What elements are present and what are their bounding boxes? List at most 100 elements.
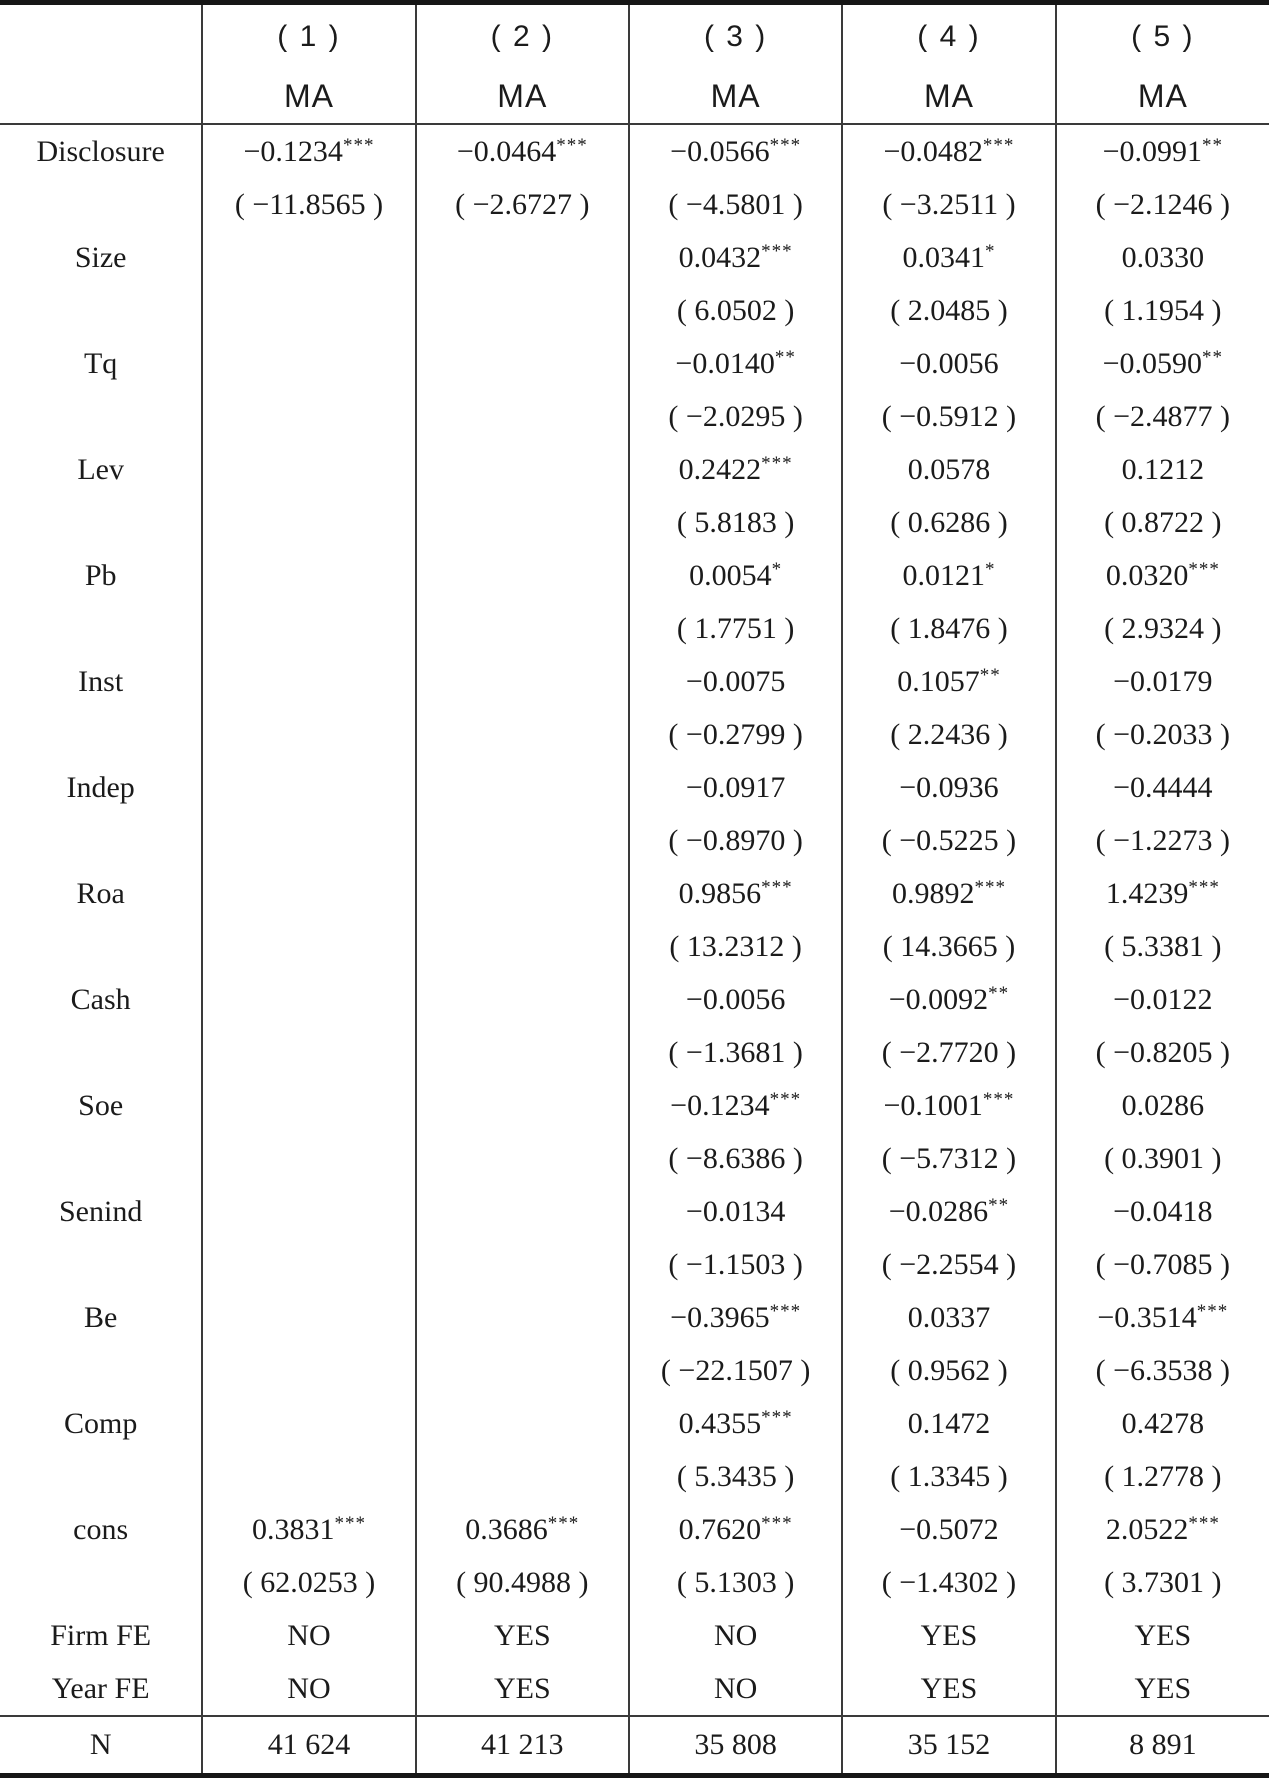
coefficient-cell: 0.4355*** [627, 1397, 843, 1450]
significance-stars: *** [982, 134, 1015, 156]
coefficient-cell [201, 231, 416, 284]
tstat-row: ( −22.1507 )( 0.9562 )( −6.3538 ) [0, 1344, 1269, 1397]
fixed-effects-value: NO [627, 1609, 843, 1662]
coefficient-cell [201, 443, 416, 496]
variable-label-spacer [0, 814, 202, 867]
tstat-cell: ( 6.0502 ) [627, 284, 843, 337]
coefficient-cell: 0.4278 [1054, 1397, 1269, 1450]
coefficient-cell: −0.0566*** [627, 124, 843, 178]
coefficient-cell: −0.0590** [1054, 337, 1269, 390]
coefficient-cell: 0.0286 [1054, 1079, 1269, 1132]
tstat-row: ( −8.6386 )( −5.7312 )( 0.3901 ) [0, 1132, 1269, 1185]
coefficient-cell [414, 867, 629, 920]
coefficient-cell: 0.7620*** [627, 1503, 843, 1556]
fixed-effects-row: Firm FE NO YES NO YES YES [0, 1609, 1269, 1662]
tstat-cell: ( 14.3665 ) [841, 920, 1056, 973]
significance-stars: ** [774, 346, 796, 368]
tstat-cell [201, 814, 416, 867]
dependent-variable-header: MA [201, 69, 416, 125]
coefficient-cell: 2.0522*** [1054, 1503, 1269, 1556]
table-header: ( 1 )( 2 )( 3 )( 4 )( 5 ) MA MA MA MA MA [0, 2, 1269, 125]
tstat-cell: ( −0.5912 ) [841, 390, 1056, 443]
tstat-cell: ( 62.0253 ) [201, 1556, 416, 1609]
tstat-row: ( −2.0295 )( −0.5912 )( −2.4877 ) [0, 390, 1269, 443]
significance-stars: * [984, 558, 996, 580]
coefficient-cell [201, 1185, 416, 1238]
coefficient-cell: −0.0418 [1054, 1185, 1269, 1238]
dependent-variable-header: MA [627, 69, 843, 125]
tstat-row: ( 5.3435 )( 1.3345 )( 1.2778 ) [0, 1450, 1269, 1503]
coefficient-cell [414, 761, 629, 814]
observations-value: 41 213 [414, 1715, 629, 1776]
fixed-effects-value: YES [841, 1609, 1056, 1662]
tstat-cell: ( −11.8565 ) [201, 178, 416, 231]
observations-row: N 41 624 41 213 35 808 35 152 8 891 [0, 1715, 1269, 1776]
tstat-cell: ( 1.2778 ) [1054, 1450, 1269, 1503]
tstat-cell: ( 5.3381 ) [1054, 920, 1269, 973]
tstat-cell [414, 1450, 629, 1503]
coefficient-row: Tq −0.0140** −0.0056 −0.0590** [0, 337, 1269, 390]
variable-label: Disclosure [36, 134, 165, 168]
tstat-cell: ( −1.2273 ) [1054, 814, 1269, 867]
coefficient-cell: −0.4444 [1054, 761, 1269, 814]
tstat-cell [201, 708, 416, 761]
tstat-row: ( −1.1503 )( −2.2554 )( −0.7085 ) [0, 1238, 1269, 1291]
significance-stars: *** [982, 1088, 1015, 1110]
variable-label: Senind [58, 1194, 143, 1228]
tstat-cell: ( 1.7751 ) [627, 602, 843, 655]
coefficient-cell [201, 549, 416, 602]
tstat-cell [414, 1026, 629, 1079]
observations-value: 41 624 [201, 1715, 416, 1776]
coefficient-cell: −0.1001*** [841, 1079, 1056, 1132]
coefficient-row: Disclosure −0.1234*** −0.0464*** −0.0566***… [0, 124, 1269, 178]
coefficient-cell: 0.3686*** [414, 1503, 629, 1556]
significance-stars: ** [1202, 346, 1224, 368]
significance-stars: *** [761, 1406, 793, 1428]
tstat-cell: ( 2.0485 ) [841, 284, 1056, 337]
significance-stars: *** [1188, 876, 1220, 898]
coefficient-cell: 0.0330 [1054, 231, 1269, 284]
significance-stars: *** [769, 1088, 802, 1110]
coefficient-cell [414, 1291, 629, 1344]
significance-stars: ** [1202, 134, 1224, 156]
tstat-cell [201, 1344, 416, 1397]
coefficient-cell [201, 655, 416, 708]
coefficient-cell [201, 867, 416, 920]
tstat-cell: ( −8.6386 ) [627, 1132, 843, 1185]
variable-label-spacer [0, 178, 202, 231]
tstat-cell [201, 496, 416, 549]
dependent-variable-header: MA [1054, 69, 1269, 125]
significance-stars: ** [988, 1194, 1010, 1216]
coefficient-cell: −0.0991** [1054, 124, 1269, 178]
tstat-cell: ( −4.5801 ) [627, 178, 843, 231]
tstat-cell: ( −3.2511 ) [841, 178, 1056, 231]
tstat-cell: ( −1.1503 ) [627, 1238, 843, 1291]
coefficient-cell: −0.0286** [841, 1185, 1056, 1238]
header-row-dependent-variable: MA MA MA MA MA [0, 69, 1269, 125]
coefficient-cell [414, 549, 629, 602]
tstat-cell [201, 602, 416, 655]
tstat-cell [414, 920, 629, 973]
variable-label: Roa [76, 876, 125, 910]
coefficient-row: Cash −0.0056 −0.0092** −0.0122 [0, 973, 1269, 1026]
coefficient-row: Indep −0.0917 −0.0936 −0.4444 [0, 761, 1269, 814]
coefficient-cell: −0.0056 [841, 337, 1056, 390]
significance-stars: *** [547, 1512, 580, 1534]
tstat-cell: ( 0.9562 ) [841, 1344, 1056, 1397]
coefficient-cell: 0.2422*** [627, 443, 843, 496]
tstat-cell: ( 13.2312 ) [627, 920, 843, 973]
tstat-row: ( 6.0502 )( 2.0485 )( 1.1954 ) [0, 284, 1269, 337]
tstat-cell: ( −2.2554 ) [841, 1238, 1056, 1291]
tstat-cell: ( 1.1954 ) [1054, 284, 1269, 337]
column-number-header: ( 1 ) [201, 2, 416, 69]
coefficient-cell: 0.1057** [841, 655, 1056, 708]
header-row-column-numbers: ( 1 )( 2 )( 3 )( 4 )( 5 ) [0, 2, 1269, 125]
coefficient-cell [201, 1079, 416, 1132]
tstat-row: ( −11.8565 )( −2.6727 )( −4.5801 )( −3.2… [0, 178, 1269, 231]
tstat-row: ( −0.2799 )( 2.2436 )( −0.2033 ) [0, 708, 1269, 761]
tstat-row: ( −1.3681 )( −2.7720 )( −0.8205 ) [0, 1026, 1269, 1079]
tstat-row: ( 13.2312 )( 14.3665 )( 5.3381 ) [0, 920, 1269, 973]
coefficient-cell: 0.9892*** [841, 867, 1056, 920]
coefficient-cell: −0.0056 [627, 973, 843, 1026]
significance-stars: *** [974, 876, 1006, 898]
